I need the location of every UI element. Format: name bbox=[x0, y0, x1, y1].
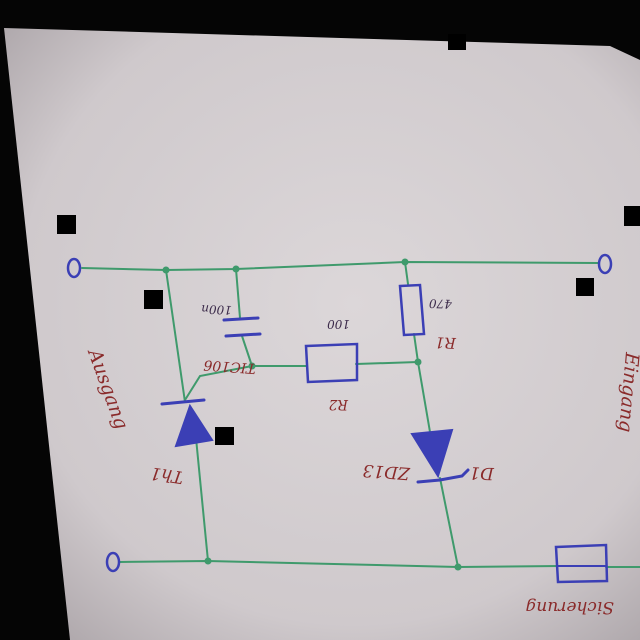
thyristor-symbol bbox=[160, 398, 214, 448]
d1-bottom-wire bbox=[439, 477, 459, 568]
junction-dot bbox=[204, 557, 212, 565]
redaction-block bbox=[624, 206, 640, 226]
capacitor-symbol bbox=[222, 316, 262, 338]
zener-diode-symbol bbox=[410, 428, 470, 484]
junction-dot bbox=[248, 362, 256, 370]
terminal-top-right bbox=[597, 253, 613, 275]
redaction-block bbox=[448, 34, 466, 50]
label-capacitor-name: TIC106 bbox=[203, 356, 256, 376]
label-r2-value: 100 bbox=[327, 317, 350, 331]
cap-bottom-wire bbox=[241, 335, 253, 367]
label-d1-name: D1 bbox=[469, 462, 495, 483]
redaction-block bbox=[57, 215, 76, 234]
resistor-r2-symbol bbox=[304, 342, 359, 384]
terminals bbox=[66, 253, 613, 573]
label-r2-name: R2 bbox=[328, 396, 349, 412]
label-capacitor-value: 100n bbox=[201, 302, 232, 317]
label-d1-part: ZD13 bbox=[362, 460, 411, 483]
label-thyristor-name: Th1 bbox=[149, 462, 185, 486]
label-r1-name: R1 bbox=[435, 333, 457, 352]
junction-dot bbox=[454, 563, 462, 571]
label-r1-value: 470 bbox=[428, 296, 453, 311]
left-vertical-wire bbox=[165, 269, 209, 562]
cap-top-wire bbox=[235, 268, 241, 319]
junction-dot bbox=[401, 258, 409, 266]
redaction-block bbox=[144, 290, 163, 309]
bottom-rail-wire bbox=[119, 559, 561, 569]
junction-dots bbox=[162, 258, 462, 571]
r1-top-wire bbox=[404, 261, 409, 285]
junction-dot bbox=[414, 358, 422, 366]
redaction-block bbox=[576, 278, 594, 296]
terminal-bottom-left bbox=[105, 551, 121, 573]
gate-wire bbox=[184, 365, 307, 401]
terminal-top-left bbox=[66, 257, 82, 279]
junction-dot bbox=[232, 265, 240, 273]
junction-dot bbox=[162, 266, 170, 274]
resistor-r1-symbol bbox=[398, 283, 426, 337]
label-sicherung: Sicherung bbox=[525, 597, 614, 617]
redaction-block bbox=[215, 427, 234, 445]
r2-right-wire bbox=[355, 361, 419, 365]
paper-sheet bbox=[4, 28, 640, 640]
fuse-symbol bbox=[554, 543, 609, 584]
